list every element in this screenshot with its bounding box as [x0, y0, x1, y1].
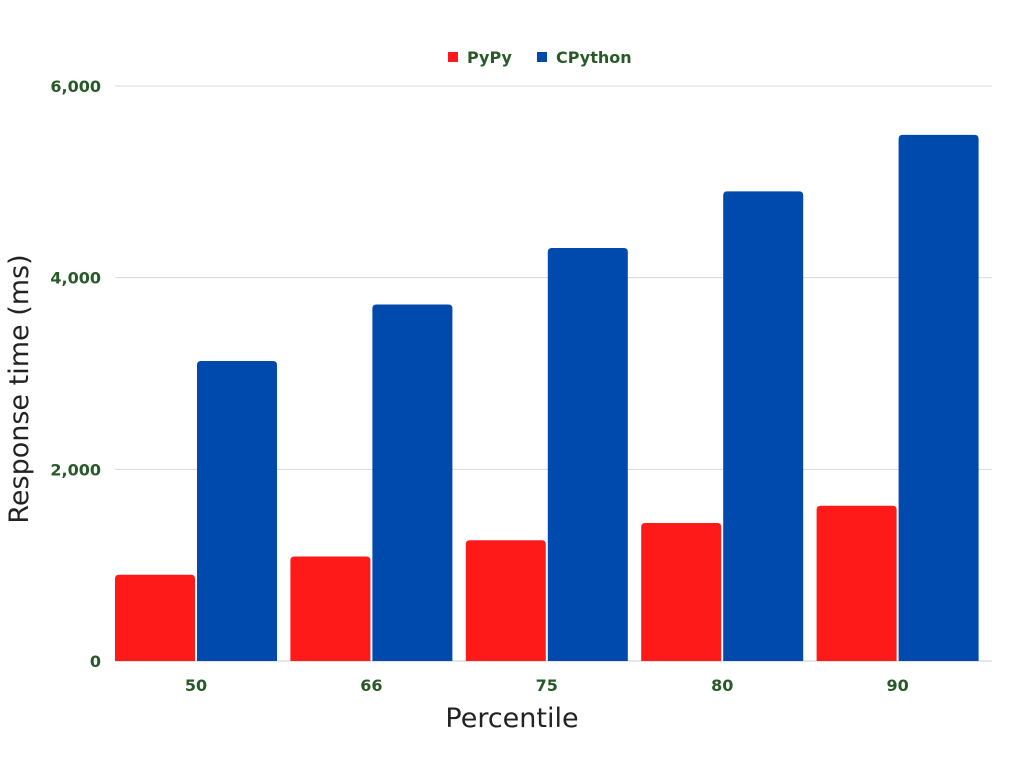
bar-pypy-80 — [641, 523, 722, 661]
legend-label-pypy: PyPy — [467, 48, 512, 67]
bar-pypy-66 — [290, 556, 371, 661]
x-axis-title: Percentile — [445, 703, 578, 734]
legend-swatch-cpython — [537, 52, 547, 62]
legend-label-cpython: CPython — [556, 48, 632, 67]
x-tick-label: 50 — [185, 676, 207, 695]
y-axis-ticks: 0 2,000 4,000 6,000 — [50, 77, 101, 671]
x-tick-label: 66 — [360, 676, 382, 695]
bars — [115, 134, 979, 662]
legend-swatch-pypy — [448, 52, 458, 62]
bar-pypy-90 — [816, 505, 897, 661]
x-tick-label: 75 — [536, 676, 558, 695]
x-axis-ticks: 50 66 75 80 90 — [185, 676, 909, 695]
bar-cpython-80 — [723, 191, 804, 661]
bar-pypy-50 — [115, 574, 195, 661]
y-tick-label: 4,000 — [50, 269, 101, 288]
x-tick-label: 80 — [711, 676, 733, 695]
bar-cpython-75 — [547, 247, 628, 662]
y-tick-label: 0 — [90, 652, 101, 671]
bar-cpython-90 — [898, 134, 979, 661]
y-tick-label: 6,000 — [50, 77, 101, 96]
bar-cpython-50 — [197, 361, 277, 661]
legend: PyPy CPython — [448, 48, 632, 67]
x-tick-label: 90 — [886, 676, 908, 695]
y-tick-label: 2,000 — [50, 460, 101, 479]
bar-pypy-75 — [465, 540, 546, 661]
bar-cpython-66 — [372, 304, 453, 661]
y-axis-title: Response time (ms) — [4, 254, 35, 523]
